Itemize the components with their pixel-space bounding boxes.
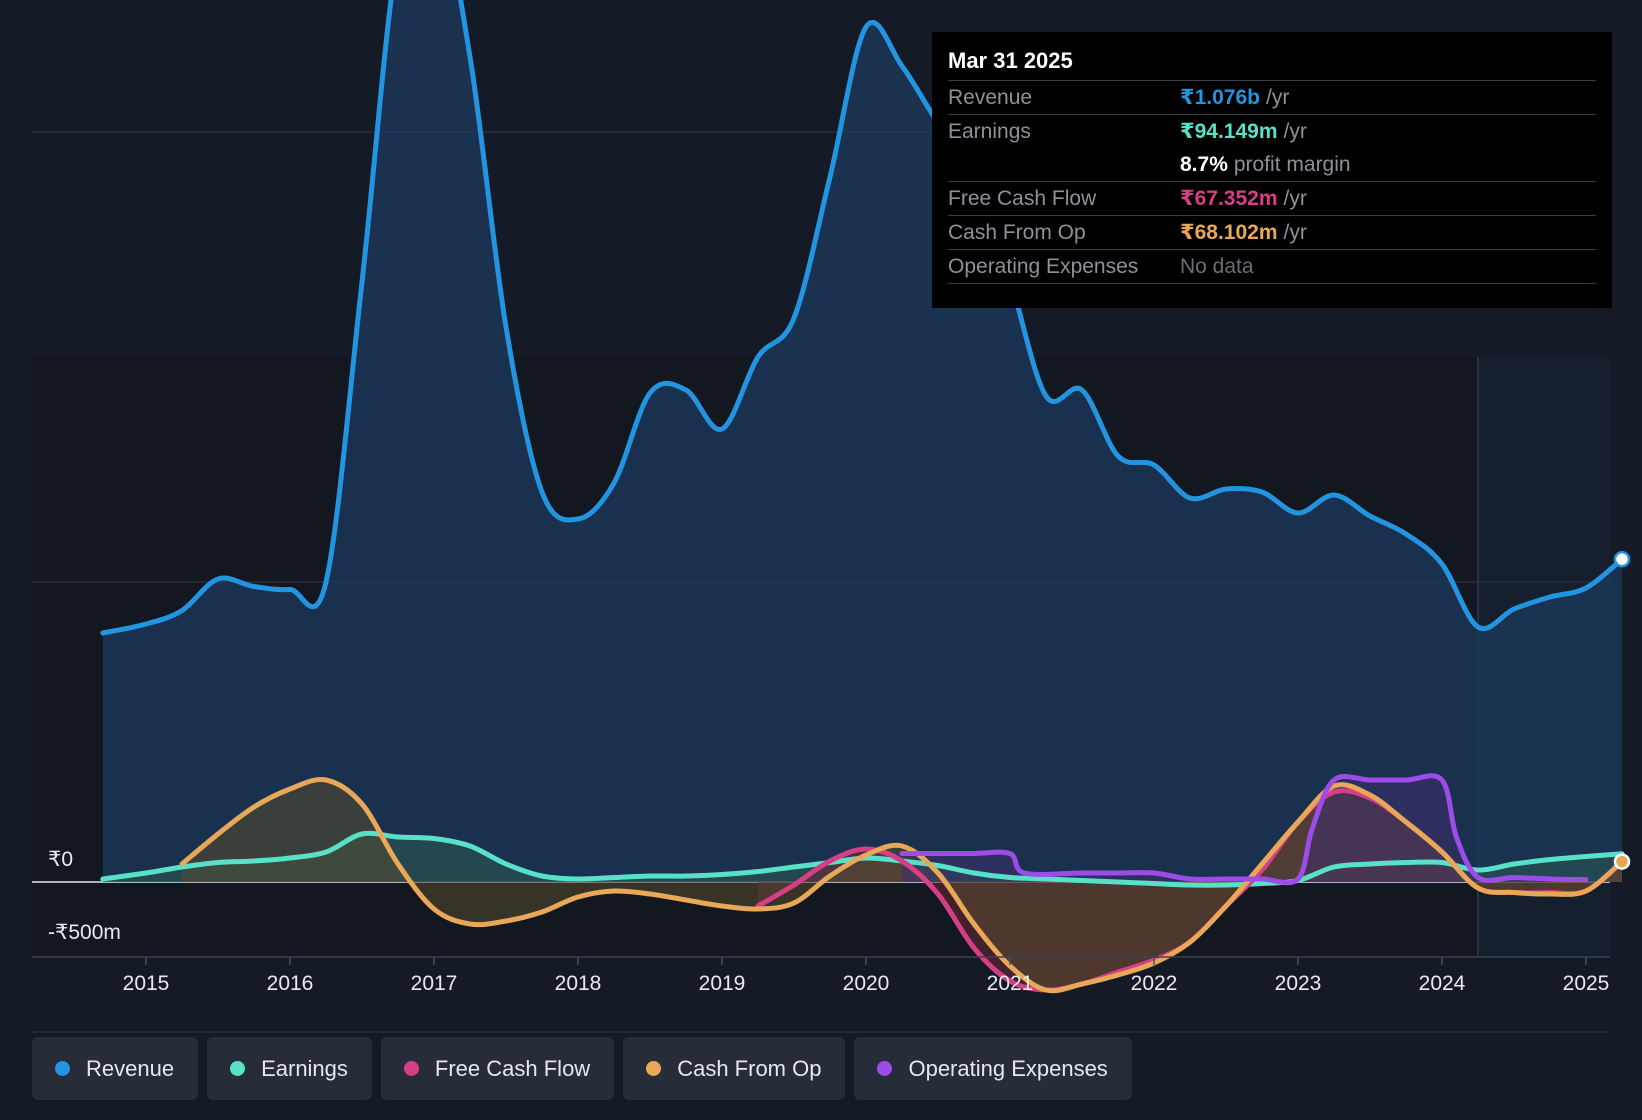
tooltip-row-revenue: Revenue ₹1.076b /yr — [948, 80, 1596, 114]
series-lines — [100, 0, 1625, 994]
tooltip-value: No data — [1180, 254, 1254, 278]
tooltip-label: Cash From Op — [948, 220, 1086, 244]
legend-dot-icon — [646, 1061, 662, 1076]
tooltip-value: ₹68.102m — [1180, 221, 1278, 244]
x-tick-label: 2018 — [555, 972, 602, 995]
x-axis: 2015 2016 2017 2018 2019 2020 2021 2022 2023 2024… — [32, 956, 1610, 995]
tooltip-unit: /yr — [1283, 220, 1307, 244]
x-tick-label: 2023 — [1275, 972, 1322, 995]
legend-dot-icon — [55, 1061, 70, 1076]
operating-expenses-area — [902, 775, 1586, 883]
cash-from-op-area — [182, 779, 1622, 991]
tooltip-value: ₹1.076b — [1180, 86, 1260, 109]
tooltip-unit: /yr — [1283, 186, 1307, 210]
legend-item-earnings[interactable]: Earnings — [207, 1037, 372, 1100]
x-tick-label: 2021 — [987, 972, 1034, 995]
tooltip-label: Free Cash Flow — [948, 186, 1097, 210]
legend-item-cash-from-op[interactable]: Cash From Op — [623, 1037, 846, 1100]
tooltip-label: Operating Expenses — [948, 254, 1139, 278]
x-tick-label: 2019 — [699, 972, 746, 995]
tooltip-row-profit-margin: 8.7% profit margin — [948, 148, 1596, 181]
tooltip-date: Mar 31 2025 — [948, 48, 1073, 73]
y-axis: ₹4b₹0-₹500m — [48, 848, 121, 944]
cash-from-op-end-point — [1613, 853, 1631, 870]
y-tick-label: -₹500m — [48, 921, 121, 944]
tooltip-row-free-cash-flow: Free Cash Flow ₹67.352m /yr — [948, 181, 1596, 215]
x-tick-label: 2016 — [267, 972, 314, 995]
x-tick-label: 2017 — [411, 972, 458, 995]
x-tick-label: 2025 — [1563, 972, 1610, 995]
tooltip-value: 8.7% — [1180, 152, 1228, 176]
legend-item-free-cash-flow[interactable]: Free Cash Flow — [380, 1037, 615, 1100]
operating-expenses-line — [899, 773, 1589, 886]
legend-item-operating-expenses[interactable]: Operating Expenses — [854, 1037, 1132, 1100]
x-tick-label: 2020 — [843, 972, 890, 995]
end-markers — [1613, 550, 1631, 870]
revenue-end-point — [1613, 550, 1631, 568]
tooltip-row-operating-expenses: Operating Expenses No data — [948, 249, 1596, 284]
tooltip-unit: /yr — [1266, 85, 1290, 109]
legend-label: Operating Expenses — [908, 1055, 1108, 1081]
legend-label: Revenue — [86, 1055, 175, 1081]
y-tick-label: ₹0 — [48, 848, 73, 871]
legend-label: Cash From Op — [677, 1055, 822, 1081]
tooltip-panel: Mar 31 2025 Revenue ₹1.076b /yr Earnings… — [932, 32, 1612, 308]
legend-dot-icon — [877, 1061, 893, 1076]
tooltip-label: Earnings — [948, 119, 1031, 143]
x-tick-label: 2015 — [123, 972, 170, 995]
tooltip-unit: /yr — [1283, 119, 1307, 143]
tooltip-row-cash-from-op: Cash From Op ₹68.102m /yr — [948, 215, 1596, 249]
x-tick-label: 2022 — [1131, 972, 1178, 995]
earnings-line — [100, 830, 1625, 888]
tooltip-label: Revenue — [948, 85, 1033, 109]
tooltip-value: ₹94.149m — [1180, 120, 1278, 143]
revenue-line — [100, 0, 1625, 636]
legend-label: Earnings — [261, 1055, 348, 1081]
tooltip-value: ₹67.352m — [1180, 187, 1278, 210]
legend: Revenue Earnings Free Cash Flow Cash Fro… — [32, 1037, 1132, 1100]
legend-label: Free Cash Flow — [434, 1055, 591, 1081]
x-tick-label: 2024 — [1419, 972, 1466, 995]
cash-from-op-line — [179, 776, 1625, 994]
tooltip-row-earnings: Earnings ₹94.149m /yr — [948, 114, 1596, 148]
tooltip-unit: profit margin — [1233, 152, 1351, 176]
legend-item-revenue[interactable]: Revenue — [32, 1037, 199, 1100]
legend-dot-icon — [403, 1061, 419, 1076]
legend-dot-icon — [230, 1061, 246, 1076]
revenue-area — [102, 0, 1622, 882]
